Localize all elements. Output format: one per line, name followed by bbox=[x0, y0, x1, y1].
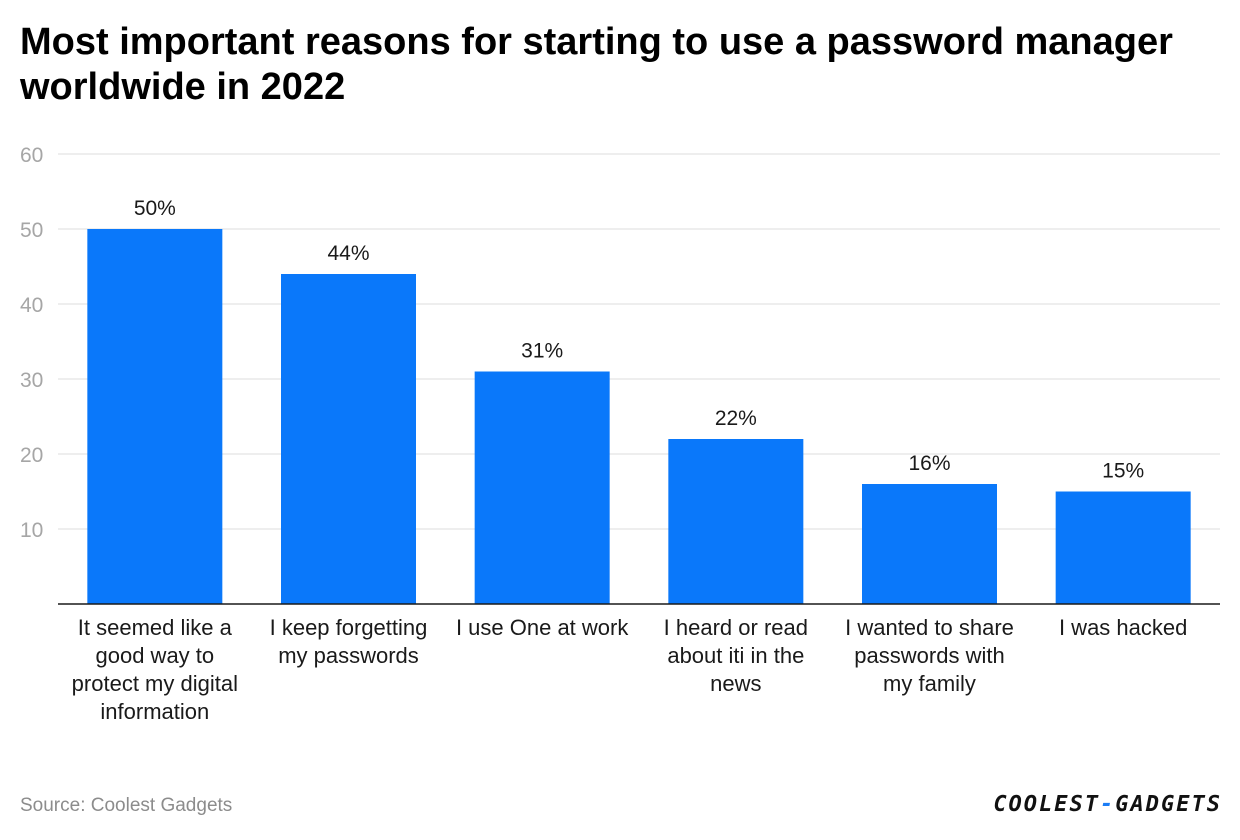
data-label-5: 16% bbox=[908, 452, 950, 475]
coolest-gadgets-logo: COOLEST-GADGETS bbox=[993, 792, 1222, 817]
bar-6 bbox=[1055, 491, 1191, 604]
bar-3 bbox=[474, 371, 610, 604]
source-note: Source: Coolest Gadgets bbox=[20, 795, 232, 817]
y-tick-label: 60 bbox=[20, 144, 43, 167]
data-label-1: 50% bbox=[134, 197, 176, 220]
x-tick-label-2: I keep forgetting my passwords bbox=[269, 615, 428, 668]
logo-part1: COOLEST bbox=[993, 792, 1101, 817]
y-tick-label: 30 bbox=[20, 369, 43, 392]
x-tick-label-5: I wanted to share passwords with my fami… bbox=[845, 615, 1014, 696]
logo-dash: - bbox=[1100, 792, 1116, 817]
data-label-3: 31% bbox=[521, 340, 563, 363]
data-label-6: 15% bbox=[1102, 460, 1144, 483]
x-tick-label-4: I heard or read about iti in the news bbox=[663, 615, 808, 696]
data-label-4: 22% bbox=[715, 407, 757, 430]
x-tick-label-3: I use One at work bbox=[455, 615, 629, 640]
y-tick-label: 40 bbox=[20, 294, 43, 317]
chart-title: Most important reasons for starting to u… bbox=[20, 21, 1173, 108]
y-tick-label: 10 bbox=[20, 519, 43, 542]
x-tick-label-1: It seemed like a good way to protect my … bbox=[71, 615, 238, 724]
bar-2 bbox=[281, 274, 416, 604]
logo-part2: GADGETS bbox=[1115, 792, 1222, 817]
source-prefix: Source: bbox=[20, 795, 86, 816]
source-name: Coolest Gadgets bbox=[90, 795, 233, 816]
bar-5 bbox=[862, 484, 997, 604]
data-label-2: 44% bbox=[327, 242, 369, 265]
y-tick-label: 50 bbox=[20, 219, 43, 242]
x-tick-label-6: I was hacked bbox=[1058, 615, 1188, 640]
bar-1 bbox=[87, 229, 223, 604]
y-tick-label: 20 bbox=[20, 444, 43, 467]
bar-4 bbox=[668, 439, 804, 604]
